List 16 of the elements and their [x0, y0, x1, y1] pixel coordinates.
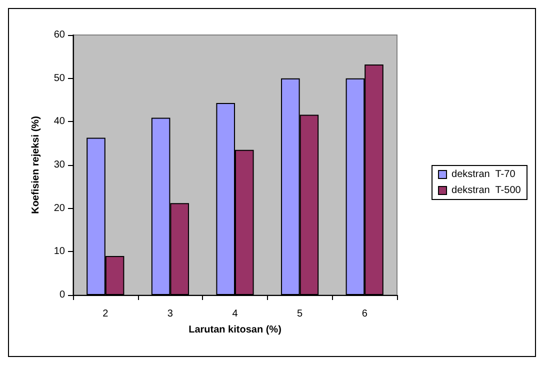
y-tick-label: 0 [59, 290, 66, 300]
y-tick-label: 50 [54, 72, 66, 84]
y-tick-label: 20 [54, 202, 66, 214]
legend-label: dekstran T-500 [452, 185, 522, 196]
y-tick-label: 40 [54, 116, 66, 128]
x-axis-title: Larutan kitosan (%) [188, 324, 282, 336]
y-tick-label: 10 [54, 246, 66, 258]
x-tick-label: 4 [232, 308, 238, 320]
y-axis-title: Koefisien rejeksi (%) [30, 116, 42, 214]
x-tick-label: 2 [102, 308, 109, 320]
x-tick-label: 3 [167, 308, 174, 320]
x-tick-label: 5 [297, 308, 304, 320]
y-tick-label: 30 [54, 160, 66, 170]
y-tick-label: 60 [54, 30, 66, 40]
x-tick-label: 6 [362, 308, 368, 320]
legend-label: dekstran T-70 [452, 169, 516, 180]
